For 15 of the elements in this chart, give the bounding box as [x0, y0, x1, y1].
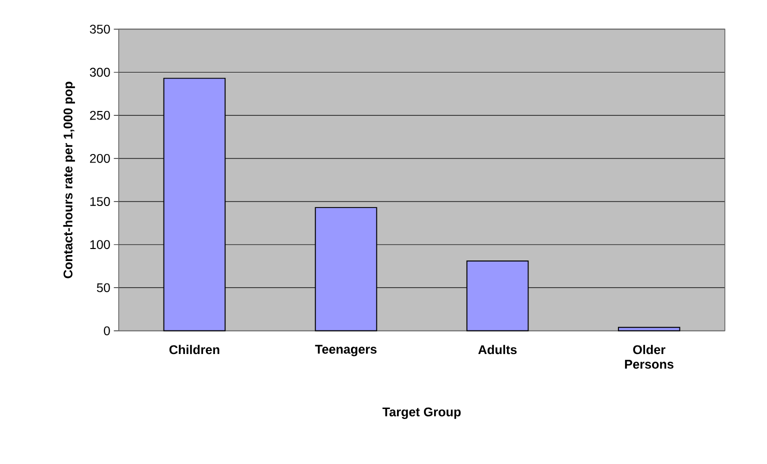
y-tick-label: 150	[90, 197, 110, 206]
x-tick-label: Older Persons	[625, 344, 674, 369]
y-tick-label: 0	[104, 326, 110, 336]
y-tick-label: 200	[90, 154, 110, 163]
y-tick-label: 300	[90, 68, 110, 77]
y-tick-label: 50	[96, 283, 110, 292]
x-tick-label: Children	[169, 344, 220, 354]
y-tick-label: 100	[90, 240, 110, 250]
y-axis-title: Contact-hours rate per 1,000 pop	[63, 82, 75, 278]
y-tick-label: 350	[90, 24, 110, 34]
x-tick-label: Teenagers	[315, 344, 377, 356]
bar	[618, 326, 680, 332]
x-axis-title: Target Group	[382, 407, 461, 419]
y-tick-label: 250	[90, 110, 110, 120]
x-tick-label: Adults	[478, 344, 517, 354]
